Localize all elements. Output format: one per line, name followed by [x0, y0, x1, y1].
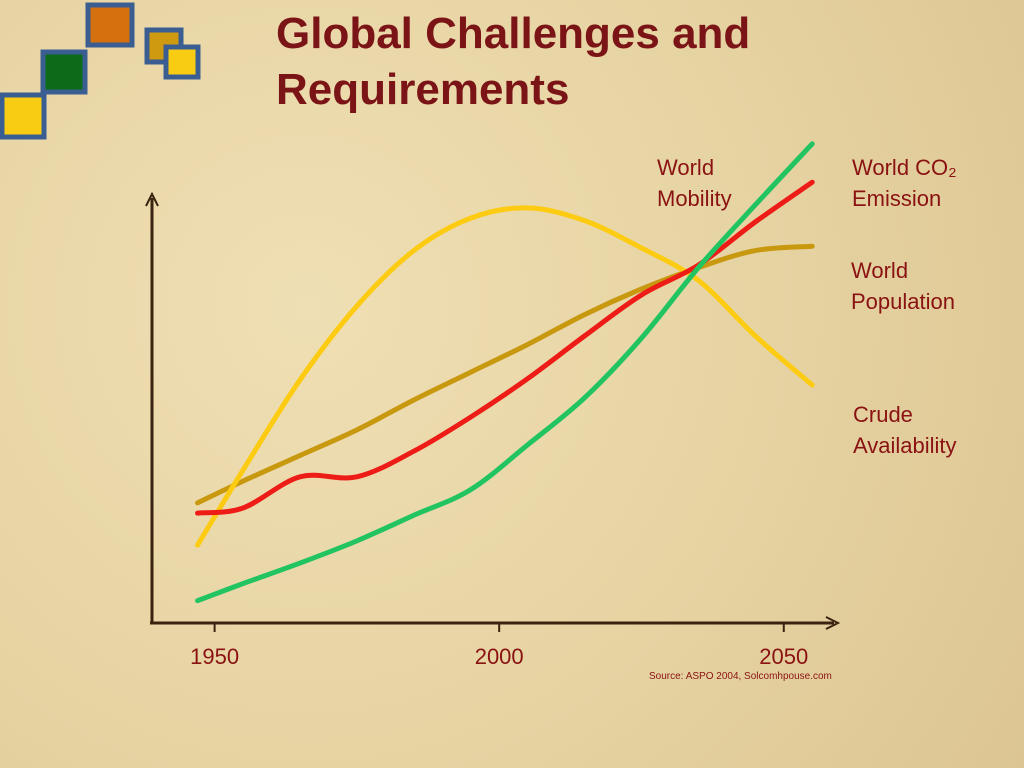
y-axis-arrow [145, 191, 159, 207]
chart-title: Global Challenges and Requirements [276, 9, 751, 114]
source-note: Source: ASPO 2004, Solcomhpouse.com [649, 671, 832, 682]
x-tick-label: 2050 [759, 644, 808, 669]
x-tick-label: 2000 [475, 644, 524, 669]
series-label: World Mobility [657, 155, 732, 211]
series-label: World Population [851, 258, 955, 314]
series-label: World CO₂ Emission [852, 155, 957, 211]
series-line [195, 205, 815, 548]
series-label: Crude Availability [853, 402, 957, 458]
x-tick-label: 1950 [190, 644, 239, 669]
x-axis-arrow [825, 616, 841, 630]
decoration [0, 2, 201, 140]
series-line [195, 141, 815, 604]
